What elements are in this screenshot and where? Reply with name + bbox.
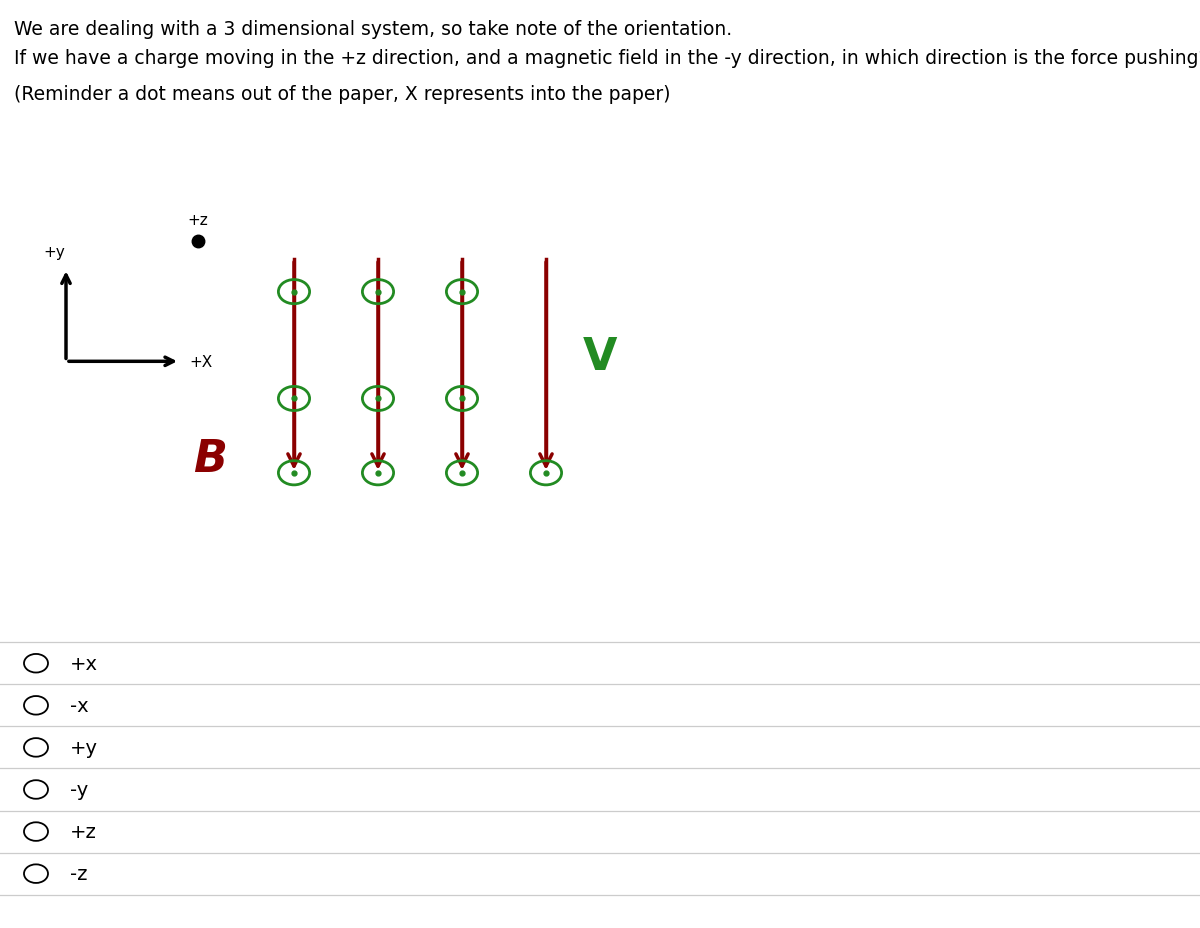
Text: +y: +y <box>43 245 65 260</box>
Text: -z: -z <box>70 864 88 883</box>
Text: We are dealing with a 3 dimensional system, so take note of the orientation.: We are dealing with a 3 dimensional syst… <box>14 20 732 39</box>
Text: -x: -x <box>70 696 89 715</box>
Text: +y: +y <box>70 738 97 757</box>
Text: (Reminder a dot means out of the paper, X represents into the paper): (Reminder a dot means out of the paper, … <box>14 85 671 104</box>
Text: +z: +z <box>187 213 209 227</box>
Text: -y: -y <box>70 780 88 799</box>
Text: V: V <box>583 336 617 379</box>
Text: B: B <box>193 438 227 481</box>
Text: If we have a charge moving in the +z direction, and a magnetic field in the -y d: If we have a charge moving in the +z dir… <box>14 49 1200 68</box>
Text: +x: +x <box>70 654 97 673</box>
Text: +z: +z <box>70 822 96 841</box>
Text: +X: +X <box>190 354 212 369</box>
